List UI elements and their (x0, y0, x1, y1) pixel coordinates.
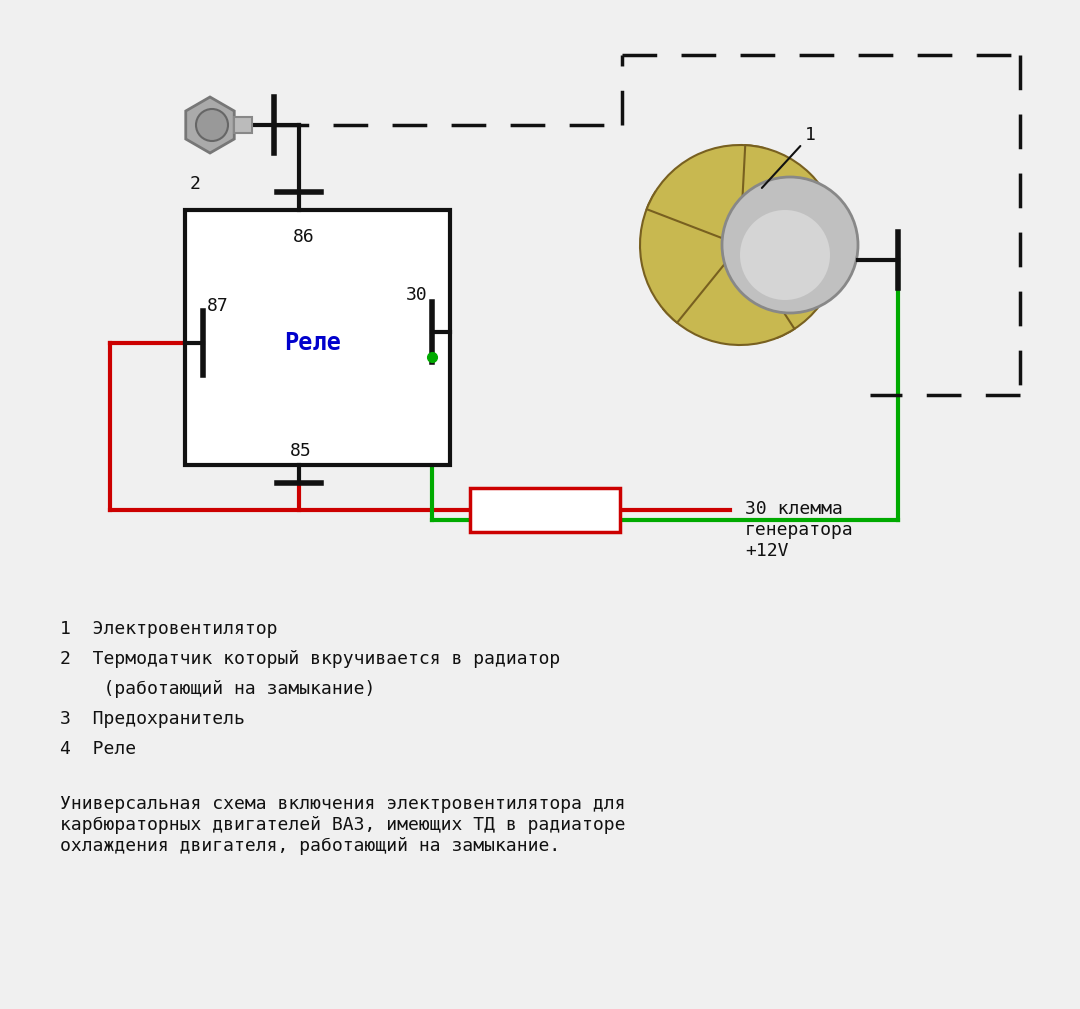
Wedge shape (640, 192, 740, 323)
Text: 30 клемма
генератора
+12V: 30 клемма генератора +12V (745, 500, 854, 560)
Polygon shape (186, 97, 234, 153)
Wedge shape (740, 145, 840, 245)
Text: 87: 87 (207, 297, 229, 315)
Bar (185, 210, 450, 465)
Text: 3  Предохранитель: 3 Предохранитель (60, 710, 245, 728)
Text: Универсальная схема включения электровентилятора для
карбюраторных двигателей ВА: Универсальная схема включения электровен… (60, 795, 625, 855)
Text: 30: 30 (406, 287, 428, 305)
Text: 1  Электровентилятор: 1 Электровентилятор (60, 620, 278, 638)
Text: Реле: Реле (284, 331, 340, 354)
Bar (470, 488, 620, 532)
Wedge shape (663, 245, 795, 345)
Text: 86: 86 (293, 228, 315, 246)
Text: 1: 1 (761, 126, 815, 188)
Text: 2: 2 (190, 175, 201, 193)
Wedge shape (647, 145, 765, 245)
Circle shape (740, 210, 831, 300)
Wedge shape (740, 219, 840, 338)
Circle shape (195, 109, 228, 141)
Bar (234, 117, 252, 133)
Circle shape (723, 177, 858, 313)
Text: (работающий на замыкание): (работающий на замыкание) (60, 680, 376, 698)
Text: 4  Реле: 4 Реле (60, 740, 136, 758)
Text: 2  Термодатчик который вкручивается в радиатор: 2 Термодатчик который вкручивается в рад… (60, 650, 561, 668)
Text: 85: 85 (291, 442, 312, 460)
